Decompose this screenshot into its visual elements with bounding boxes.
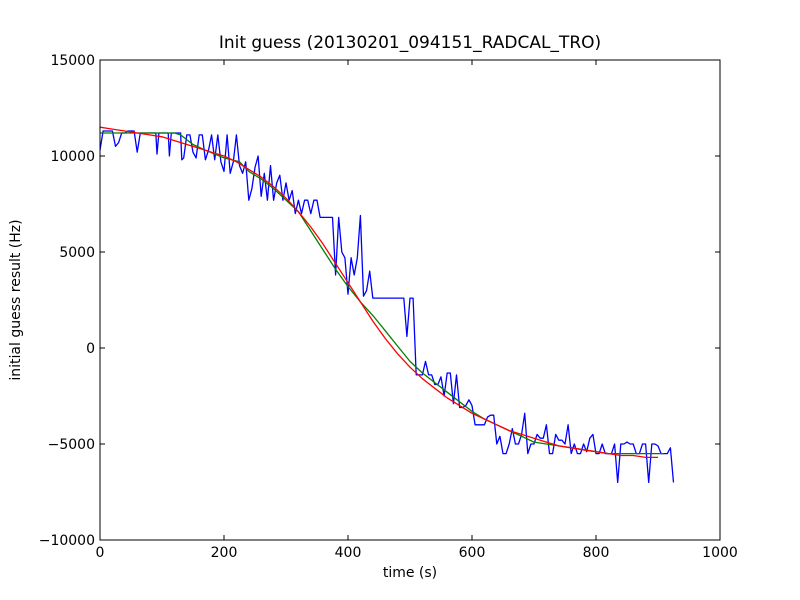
x-tick-label: 200 (211, 545, 238, 561)
x-tick-label: 1000 (702, 545, 738, 561)
x-axis-label: time (s) (383, 565, 437, 581)
x-axis: 0 200 400 600 800 1000 (96, 60, 738, 561)
y-tick-label: 5000 (59, 245, 95, 261)
y-tick-label: 0 (86, 341, 95, 357)
plot-area (99, 59, 721, 541)
x-tick-label: 800 (583, 545, 610, 561)
y-tick-label: 10000 (50, 149, 95, 165)
plot-frame (99, 59, 721, 541)
chart-title: Init guess (20130201_094151_RADCAL_TRO) (219, 33, 601, 53)
y-tick-label: 15000 (50, 53, 95, 69)
x-tick-label: 400 (335, 545, 362, 561)
series-group (100, 126, 675, 484)
series-line-3 (100, 126, 658, 459)
y-axis: −10000 −5000 0 5000 10000 15000 (39, 53, 720, 549)
y-tick-label: −10000 (39, 533, 95, 549)
y-axis-label: initial guess result (Hz) (8, 219, 24, 380)
x-tick-label: 0 (96, 545, 105, 561)
series-line-1 (100, 130, 675, 484)
y-tick-label: −5000 (48, 437, 95, 453)
x-tick-label: 600 (459, 545, 486, 561)
